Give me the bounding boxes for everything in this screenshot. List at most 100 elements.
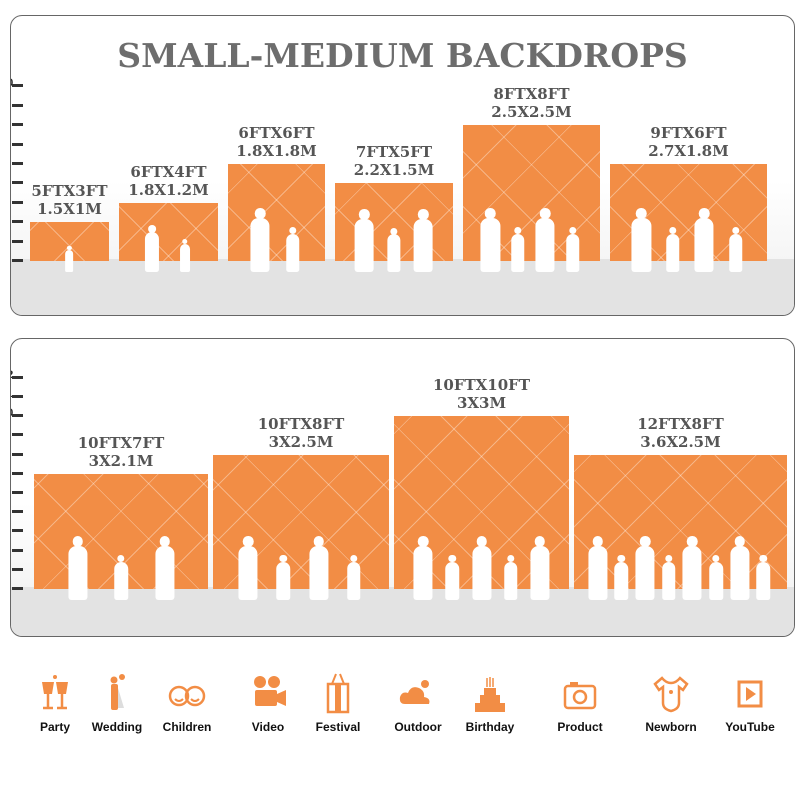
person-silhouette xyxy=(682,536,702,600)
scale-tick: 2 xyxy=(11,234,27,244)
person-silhouette xyxy=(614,555,629,600)
tick-label: 10 xyxy=(11,77,13,89)
size-label: 5FTX3FT 1.5X1M xyxy=(11,182,150,219)
size-meters: 2.7X1.8M xyxy=(648,142,729,160)
size-meters: 3X3M xyxy=(456,394,507,413)
scale-tick: 8 xyxy=(11,117,27,127)
person-silhouette xyxy=(694,208,714,272)
size-feet: 6FTX4FT xyxy=(130,162,207,181)
person-silhouette xyxy=(114,555,128,600)
champagne-glasses-icon xyxy=(42,675,68,710)
scale-tick: 10 xyxy=(11,407,27,419)
person-silhouette xyxy=(709,555,723,600)
usage-label: Children xyxy=(162,720,212,734)
usage-festival: Festival xyxy=(298,672,378,734)
size-feet: 8FTX8FT xyxy=(493,85,570,104)
page-title: SMALL-MEDIUM BACKDROPS xyxy=(117,36,688,75)
size-feet: 5FTX3FT xyxy=(31,182,108,201)
size-label: 8FTX8FT 2.5X2.5M xyxy=(452,85,612,121)
scale-tick: 6 xyxy=(11,485,27,495)
person-silhouette xyxy=(511,227,525,272)
size-meters: 3.6X2.5M xyxy=(640,432,721,451)
scale-tick: 3 xyxy=(11,214,27,224)
scale-tick: 7 xyxy=(11,137,27,147)
usage-label: Birthday xyxy=(465,720,515,734)
person-silhouette xyxy=(588,536,608,600)
scale-tick: 10 xyxy=(11,77,27,89)
usage-video: Video xyxy=(228,672,308,734)
person-silhouette xyxy=(355,209,374,272)
scale-tick: 12 xyxy=(11,369,27,381)
person-silhouette xyxy=(250,208,270,272)
usage-party: Party xyxy=(15,672,95,734)
scale-tick: 1 xyxy=(11,253,27,263)
play-button-icon xyxy=(737,680,763,708)
usage-youtube: YouTube xyxy=(710,672,790,734)
floor xyxy=(11,259,794,315)
person-silhouette xyxy=(387,227,401,272)
scale-tick: 9 xyxy=(11,98,27,108)
person-silhouette xyxy=(728,227,743,272)
size-meters: 1.8X1.2M xyxy=(128,180,209,199)
scale-tick: 11 xyxy=(11,389,27,400)
size-label: 12FTX8FT 3.6X2.5M xyxy=(601,415,761,451)
wedding-couple-icon xyxy=(110,674,125,710)
scale-tick: 1 xyxy=(11,581,27,591)
usage-label: Festival xyxy=(315,720,361,734)
size-meters: 2.2X1.5M xyxy=(353,161,435,180)
scale-tick: 7 xyxy=(11,466,27,476)
usage-label: YouTube xyxy=(725,720,775,734)
size-label: 6FTX6FT 1.8X1.8M xyxy=(197,124,357,160)
scale-tick: 9 xyxy=(11,427,27,437)
backdrop-size-bar xyxy=(228,164,325,261)
scale-tick: 5 xyxy=(11,504,27,514)
floor xyxy=(11,587,794,636)
usage-label: Outdoor xyxy=(394,720,442,734)
birthday-cake-icon xyxy=(475,677,505,712)
person-silhouette xyxy=(180,238,190,272)
size-feet: 6FTX6FT xyxy=(238,124,315,142)
size-feet: 12FTX8FT xyxy=(637,414,724,433)
gift-box-icon xyxy=(326,673,350,714)
person-silhouette xyxy=(67,536,88,600)
person-silhouette xyxy=(413,536,433,600)
scale-tick: 2 xyxy=(11,562,27,572)
size-label: 7FTX5FT 2.2X1.5M xyxy=(314,143,474,179)
camera-icon xyxy=(563,682,597,710)
person-silhouette xyxy=(276,555,291,600)
small-medium-panel: SMALL-MEDIUM BACKDROPS 1 2 3 4 5 6 7 8 9 10 5FTX3F… xyxy=(10,15,795,316)
scale-tick: 4 xyxy=(11,523,27,533)
tick-label: 10 xyxy=(11,407,13,419)
size-meters: 2.5X2.5M xyxy=(491,103,572,122)
size-meters: 3X2.1M xyxy=(88,451,154,470)
person-silhouette xyxy=(238,536,258,600)
tick-label: 12 xyxy=(11,369,13,381)
person-silhouette xyxy=(480,208,500,272)
person-silhouette xyxy=(530,536,550,600)
usage-label: Newborn xyxy=(645,720,697,734)
person-silhouette xyxy=(144,225,160,272)
size-label: 6FTX4FT 1.8X1.2M xyxy=(89,163,249,199)
usage-label: Product xyxy=(557,720,603,734)
person-silhouette xyxy=(65,246,74,272)
size-feet: 9FTX6FT xyxy=(650,124,727,142)
size-meters: 1.8X1.8M xyxy=(236,142,317,160)
backdrop-size-bar xyxy=(119,202,218,261)
person-silhouette xyxy=(535,208,555,272)
film-camera-icon xyxy=(254,676,286,706)
size-label: 9FTX6FT 2.7X1.8M xyxy=(609,124,769,160)
size-feet: 10FTX8FT xyxy=(257,414,345,433)
scale-tick: 5 xyxy=(11,175,27,185)
size-meters: 1.5X1M xyxy=(37,200,102,219)
usage-label: Wedding xyxy=(91,720,143,734)
person-silhouette xyxy=(565,227,580,272)
person-silhouette xyxy=(503,555,518,600)
size-label: 10FTX8FT 3X2.5M xyxy=(221,415,381,451)
size-label: 10FTX7FT 3X2.1M xyxy=(41,434,201,470)
size-feet: 10FTX10FT xyxy=(432,376,530,395)
person-silhouette xyxy=(631,208,651,272)
usage-newborn: Newborn xyxy=(631,672,711,734)
baby-onesie-icon xyxy=(653,676,689,713)
usage-children: Children xyxy=(147,672,227,734)
scale-tick: 6 xyxy=(11,156,27,166)
